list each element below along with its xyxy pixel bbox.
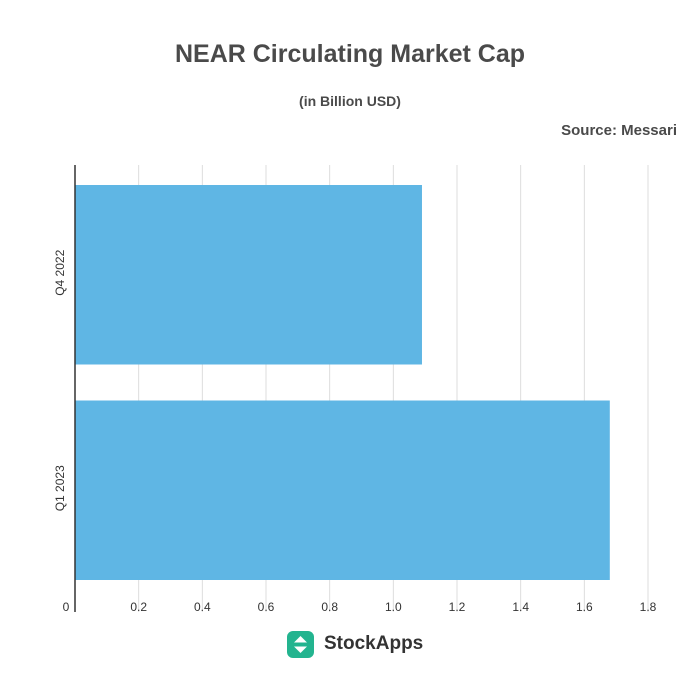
bar xyxy=(75,400,610,580)
x-tick-label: 1.8 xyxy=(640,600,657,614)
bar xyxy=(75,185,422,365)
x-tick-label: 0.8 xyxy=(321,600,338,614)
chart-title: NEAR Circulating Market Cap xyxy=(174,40,526,68)
x-tick-label: 0 xyxy=(63,600,70,614)
x-tick-label: 1.0 xyxy=(385,600,402,614)
x-tick-label: 0.4 xyxy=(194,600,211,614)
brand-name: StockApps xyxy=(324,633,424,654)
stockapps-logo-icon xyxy=(287,630,314,658)
x-tick-label: 1.2 xyxy=(449,600,466,614)
x-tick-label: 1.6 xyxy=(576,600,593,614)
brand-logo: StockApps xyxy=(287,630,423,658)
x-tick-label: 0.2 xyxy=(130,600,147,614)
source-label: Source: Messari xyxy=(561,122,677,139)
category-label: Q1 2023 xyxy=(53,465,67,511)
x-tick-label: 0.6 xyxy=(258,600,275,614)
chart-subtitle: (in Billion USD) xyxy=(299,93,401,109)
x-tick-label: 1.4 xyxy=(512,600,529,614)
category-label: Q4 2022 xyxy=(53,249,67,295)
